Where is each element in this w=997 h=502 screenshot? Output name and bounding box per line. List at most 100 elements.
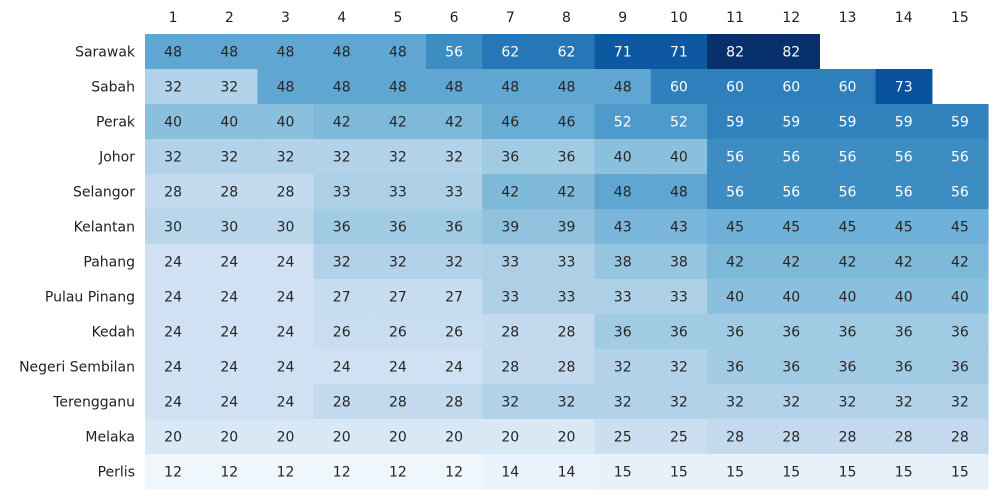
cell-value-label: 24 xyxy=(164,360,182,376)
heatmap-cell xyxy=(875,209,933,245)
heatmap-cell xyxy=(538,209,596,245)
cell-value-label: 12 xyxy=(445,465,463,481)
cell-value-label: 15 xyxy=(782,465,800,481)
cell-value-label: 48 xyxy=(333,45,351,61)
cell-value-label: 20 xyxy=(164,430,182,446)
heatmap-cell xyxy=(257,349,315,385)
heatmap-cell xyxy=(931,314,989,350)
heatmap-cell xyxy=(875,454,933,490)
cell-value-label: 20 xyxy=(333,430,351,446)
cell-value-label: 24 xyxy=(277,255,295,271)
heatmap-cell xyxy=(145,69,202,105)
cell-value-label: 15 xyxy=(895,465,913,481)
heatmap-cell xyxy=(369,34,427,70)
heatmap-cell xyxy=(931,209,989,245)
heatmap-cell xyxy=(369,104,427,140)
heatmap-cell xyxy=(482,104,539,140)
cell-value-label: 30 xyxy=(277,220,295,236)
cell-value-label: 15 xyxy=(839,465,857,481)
heatmap-cell xyxy=(313,314,371,350)
cell-value-label: 32 xyxy=(389,150,407,166)
heatmap-cell xyxy=(819,104,877,140)
heatmap-cell xyxy=(313,279,371,315)
row-label: Sabah xyxy=(91,80,135,96)
column-label: 10 xyxy=(670,10,688,26)
heatmap-cell xyxy=(257,209,315,245)
cell-value-label: 20 xyxy=(220,430,238,446)
cell-value-label: 32 xyxy=(333,150,351,166)
cell-value-label: 24 xyxy=(220,290,238,306)
heatmap-cell xyxy=(313,454,371,490)
heatmap-cell xyxy=(482,69,539,105)
column-label: 4 xyxy=(337,10,346,26)
heatmap-cell xyxy=(594,349,652,385)
cell-value-label: 33 xyxy=(670,290,688,306)
heatmap-cell xyxy=(707,209,764,245)
cell-value-label: 48 xyxy=(389,45,407,61)
heatmap-cell xyxy=(369,419,427,455)
cell-value-label: 56 xyxy=(726,150,744,166)
column-label: 11 xyxy=(726,10,744,26)
heatmap-cell xyxy=(594,104,652,140)
cell-value-label: 36 xyxy=(895,325,913,341)
heatmap-cell xyxy=(257,454,315,490)
cell-value-label: 45 xyxy=(782,220,800,236)
heatmap-cell xyxy=(482,174,539,210)
heatmap-cell xyxy=(875,314,933,350)
cell-value-label: 32 xyxy=(614,360,632,376)
heatmap-cell xyxy=(931,384,989,420)
cell-value-label: 36 xyxy=(445,220,463,236)
heatmap-cell xyxy=(482,419,539,455)
cell-value-label: 36 xyxy=(782,325,800,341)
cell-value-label: 36 xyxy=(782,360,800,376)
cell-value-label: 15 xyxy=(670,465,688,481)
heatmap-cell xyxy=(482,454,539,490)
cell-value-label: 14 xyxy=(501,465,519,481)
cell-value-label: 33 xyxy=(501,290,519,306)
cell-value-label: 32 xyxy=(670,395,688,411)
heatmap-cell xyxy=(707,279,764,315)
heatmap-cell xyxy=(931,454,989,490)
cell-value-label: 52 xyxy=(670,115,688,131)
column-label: 2 xyxy=(225,10,234,26)
heatmap-cell xyxy=(594,174,652,210)
heatmap-cell xyxy=(313,384,371,420)
cell-value-label: 36 xyxy=(389,220,407,236)
cell-value-label: 28 xyxy=(839,430,857,446)
heatmap-cell xyxy=(875,174,933,210)
cell-value-label: 59 xyxy=(782,115,800,131)
heatmap-cell xyxy=(650,419,708,455)
heatmap-cell xyxy=(931,174,989,210)
cell-value-label: 32 xyxy=(558,395,576,411)
heatmap-cell xyxy=(145,139,202,175)
cell-value-label: 28 xyxy=(501,325,519,341)
row-label: Kedah xyxy=(92,325,135,341)
cell-value-label: 56 xyxy=(895,185,913,201)
heatmap-cell xyxy=(369,384,427,420)
heatmap-cell xyxy=(763,139,820,175)
cell-value-label: 43 xyxy=(614,220,632,236)
row-label: Terengganu xyxy=(52,395,135,411)
heatmap-cell xyxy=(707,69,764,105)
heatmap-cell xyxy=(594,244,652,280)
heatmap-cell xyxy=(257,314,315,350)
heatmap-cell xyxy=(650,349,708,385)
cell-value-label: 20 xyxy=(445,430,463,446)
cell-value-label: 48 xyxy=(614,80,632,96)
heatmap-cell xyxy=(201,244,258,280)
cell-value-label: 36 xyxy=(895,360,913,376)
heatmap-cell xyxy=(875,419,933,455)
heatmap-cell xyxy=(369,454,427,490)
heatmap-cell xyxy=(201,209,258,245)
cell-value-label: 28 xyxy=(389,395,407,411)
heatmap-cell xyxy=(313,104,371,140)
cell-value-label: 38 xyxy=(614,255,632,271)
heatmap-cell xyxy=(538,174,596,210)
heatmap-cell xyxy=(426,419,483,455)
heatmap-cell xyxy=(650,69,708,105)
heatmap-cell xyxy=(763,174,820,210)
cell-value-label: 32 xyxy=(220,150,238,166)
cell-value-label: 40 xyxy=(277,115,295,131)
heatmap-cell xyxy=(875,279,933,315)
heatmap-cell xyxy=(482,34,539,70)
